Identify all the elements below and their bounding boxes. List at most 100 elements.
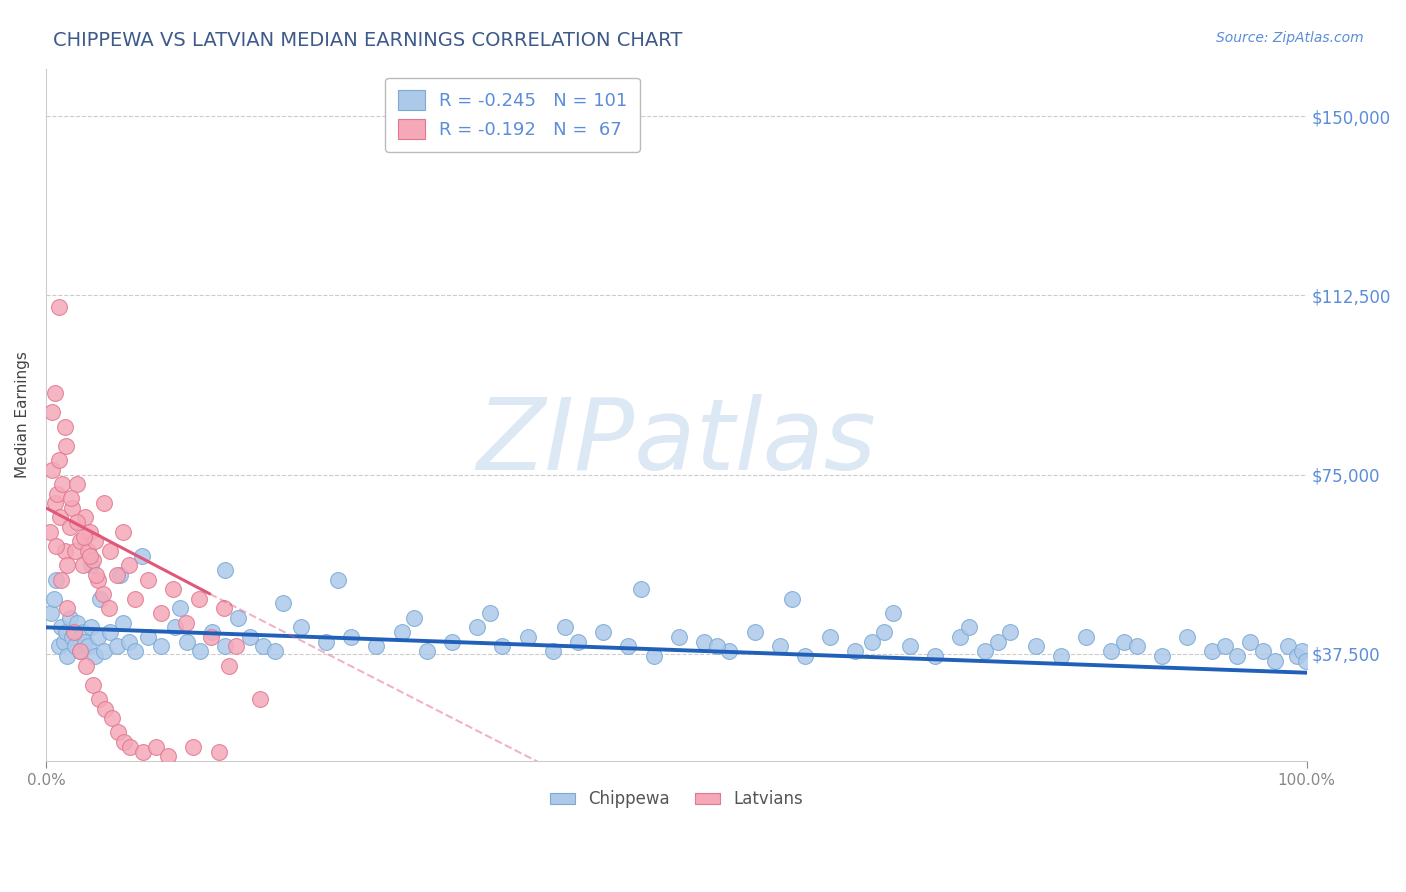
- Point: [69, 534, 91, 549]
- Point: [592, 625, 614, 640]
- Point: [404, 611, 426, 625]
- Point: [41, 405, 63, 419]
- Point: [718, 644, 741, 658]
- Point: [290, 620, 312, 634]
- Point: [72, 558, 94, 573]
- Point: [617, 640, 640, 654]
- Point: [1226, 648, 1249, 663]
- Point: [340, 630, 363, 644]
- Text: Source: ZipAtlas.com: Source: ZipAtlas.com: [1216, 31, 1364, 45]
- Point: [183, 739, 205, 754]
- Point: [73, 634, 96, 648]
- Point: [554, 620, 576, 634]
- Point: [79, 524, 101, 539]
- Point: [86, 573, 108, 587]
- Point: [98, 544, 121, 558]
- Point: [1264, 654, 1286, 668]
- Point: [218, 658, 240, 673]
- Point: [1295, 654, 1317, 668]
- Point: [567, 634, 589, 648]
- Point: [630, 582, 652, 596]
- Point: [62, 625, 84, 640]
- Point: [105, 567, 128, 582]
- Point: [212, 601, 235, 615]
- Point: [63, 640, 86, 654]
- Point: [264, 644, 287, 658]
- Point: [98, 601, 121, 615]
- Point: [478, 606, 501, 620]
- Point: [149, 606, 172, 620]
- Point: [898, 640, 921, 654]
- Point: [169, 601, 191, 615]
- Point: [1201, 644, 1223, 658]
- Point: [136, 630, 159, 644]
- Point: [93, 496, 115, 510]
- Point: [1285, 648, 1308, 663]
- Point: [782, 591, 804, 606]
- Point: [924, 648, 946, 663]
- Point: [94, 701, 117, 715]
- Point: [56, 558, 79, 573]
- Point: [38, 524, 60, 539]
- Point: [987, 634, 1010, 648]
- Point: [974, 644, 997, 658]
- Y-axis label: Median Earnings: Median Earnings: [15, 351, 30, 478]
- Point: [55, 439, 77, 453]
- Point: [1291, 644, 1313, 658]
- Point: [56, 648, 79, 663]
- Point: [91, 587, 114, 601]
- Point: [391, 625, 413, 640]
- Point: [79, 549, 101, 563]
- Point: [844, 644, 866, 658]
- Point: [118, 634, 141, 648]
- Point: [86, 630, 108, 644]
- Point: [111, 615, 134, 630]
- Point: [225, 640, 247, 654]
- Point: [82, 678, 104, 692]
- Point: [491, 640, 513, 654]
- Point: [62, 500, 84, 515]
- Point: [162, 582, 184, 596]
- Point: [516, 630, 538, 644]
- Point: [46, 486, 69, 500]
- Point: [1150, 648, 1173, 663]
- Point: [80, 558, 103, 573]
- Point: [112, 735, 135, 749]
- Point: [41, 463, 63, 477]
- Point: [52, 634, 75, 648]
- Point: [136, 573, 159, 587]
- Text: ZIPatlas: ZIPatlas: [477, 394, 876, 491]
- Point: [818, 630, 841, 644]
- Point: [860, 634, 883, 648]
- Point: [56, 601, 79, 615]
- Point: [465, 620, 488, 634]
- Point: [48, 640, 70, 654]
- Point: [1099, 644, 1122, 658]
- Point: [49, 510, 72, 524]
- Point: [69, 644, 91, 658]
- Point: [440, 634, 463, 648]
- Point: [187, 591, 209, 606]
- Point: [80, 620, 103, 634]
- Point: [100, 711, 122, 725]
- Point: [84, 648, 107, 663]
- Point: [201, 625, 224, 640]
- Point: [149, 640, 172, 654]
- Point: [48, 453, 70, 467]
- Point: [66, 477, 89, 491]
- Point: [66, 615, 89, 630]
- Point: [706, 640, 728, 654]
- Point: [55, 625, 77, 640]
- Point: [75, 658, 97, 673]
- Point: [107, 725, 129, 739]
- Point: [63, 544, 86, 558]
- Legend: Chippewa, Latvians: Chippewa, Latvians: [543, 784, 810, 815]
- Point: [145, 739, 167, 754]
- Point: [48, 301, 70, 315]
- Point: [89, 591, 111, 606]
- Point: [86, 567, 108, 582]
- Point: [214, 640, 236, 654]
- Point: [1175, 630, 1198, 644]
- Point: [59, 611, 82, 625]
- Point: [239, 630, 262, 644]
